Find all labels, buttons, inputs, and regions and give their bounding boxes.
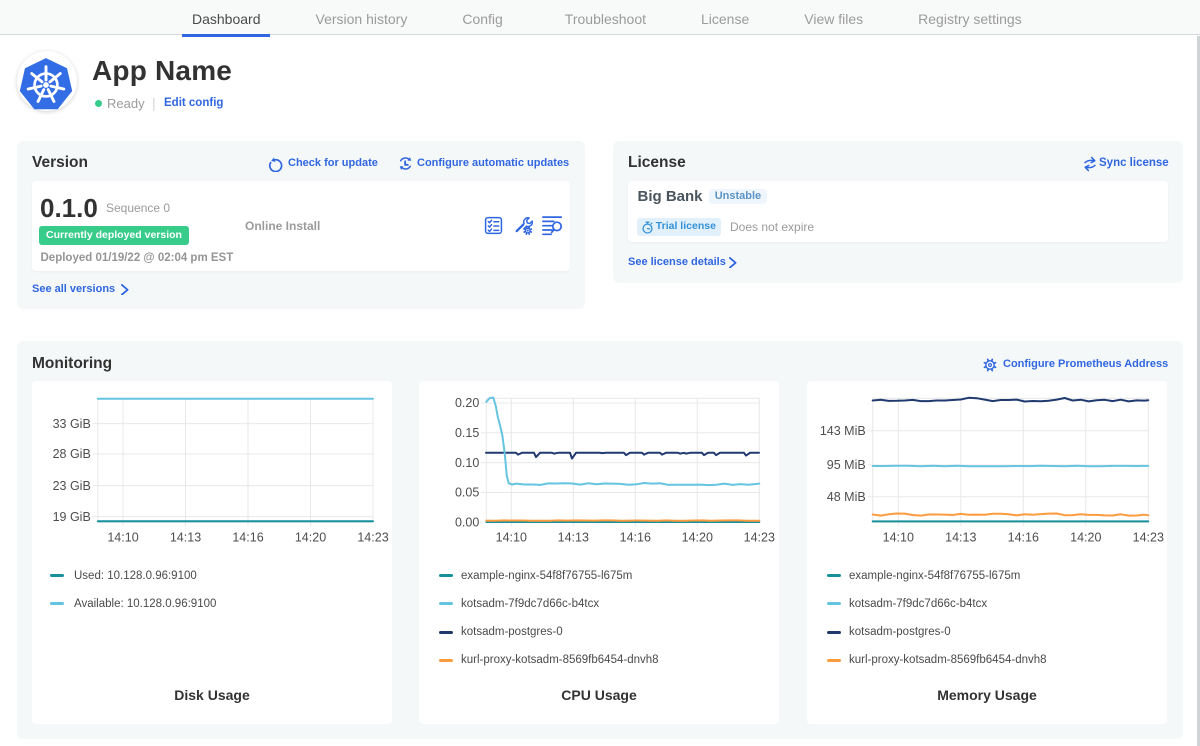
svg-text:48 MiB: 48 MiB xyxy=(827,490,866,504)
svg-text:0.15: 0.15 xyxy=(455,426,479,440)
svg-text:14:13: 14:13 xyxy=(170,531,201,545)
svg-text:14:16: 14:16 xyxy=(620,531,651,545)
svg-text:143 MiB: 143 MiB xyxy=(820,424,866,438)
svg-text:14:13: 14:13 xyxy=(558,531,589,545)
svg-text:14:23: 14:23 xyxy=(1133,531,1164,545)
svg-text:95 MiB: 95 MiB xyxy=(827,458,866,472)
svg-text:14:23: 14:23 xyxy=(357,531,388,545)
svg-text:14:20: 14:20 xyxy=(682,531,713,545)
svg-text:23 GiB: 23 GiB xyxy=(53,479,91,493)
svg-text:0.20: 0.20 xyxy=(455,396,479,410)
svg-text:14:10: 14:10 xyxy=(496,531,527,545)
svg-text:0.05: 0.05 xyxy=(455,486,479,500)
svg-text:33 GiB: 33 GiB xyxy=(53,417,91,431)
svg-text:14:13: 14:13 xyxy=(945,531,976,545)
svg-text:19 GiB: 19 GiB xyxy=(53,510,91,524)
svg-text:14:16: 14:16 xyxy=(232,531,263,545)
svg-text:14:20: 14:20 xyxy=(295,531,326,545)
svg-text:14:20: 14:20 xyxy=(1070,531,1101,545)
svg-text:14:23: 14:23 xyxy=(744,531,775,545)
svg-text:14:10: 14:10 xyxy=(107,531,138,545)
svg-text:0.10: 0.10 xyxy=(455,456,479,470)
svg-text:14:16: 14:16 xyxy=(1008,531,1039,545)
svg-text:0.00: 0.00 xyxy=(455,516,479,530)
svg-text:14:10: 14:10 xyxy=(883,531,914,545)
svg-text:28 GiB: 28 GiB xyxy=(53,447,91,461)
